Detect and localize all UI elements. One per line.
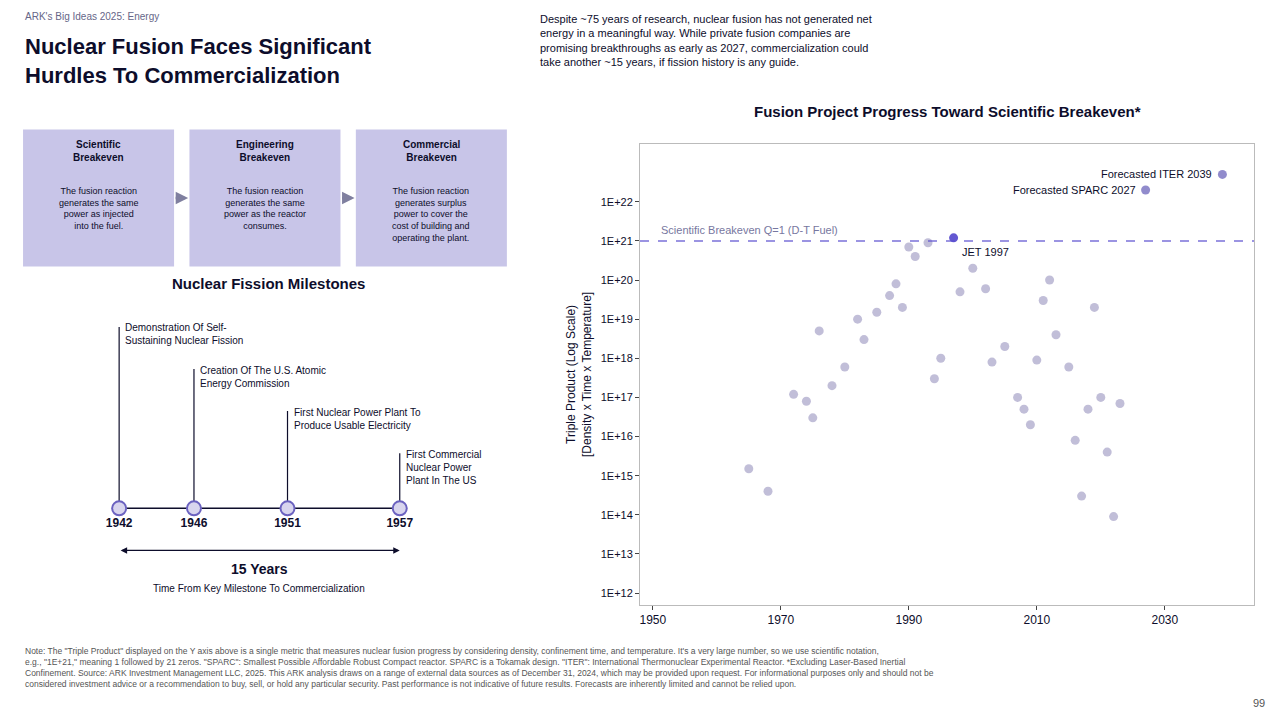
svg-text:Despite ~75 years of research,: Despite ~75 years of research, nuclear f… [540,13,872,68]
svg-text:1E+19: 1E+19 [601,313,633,325]
svg-text:1E+20: 1E+20 [601,274,633,286]
svg-text:1E+18: 1E+18 [601,352,633,364]
svg-text:CommercialBreakeven: CommercialBreakeven [403,139,460,163]
svg-text:Nuclear Fusion Faces Significa: Nuclear Fusion Faces SignificantHurdles … [25,34,372,88]
svg-text:1946: 1946 [181,516,208,530]
svg-text:1990: 1990 [895,613,922,627]
svg-text:1970: 1970 [767,613,794,627]
svg-text:15 Years: 15 Years [231,561,288,577]
svg-text:Time From Key Milestone To Com: Time From Key Milestone To Commercializa… [153,583,365,594]
svg-text:1E+14: 1E+14 [601,509,633,521]
svg-text:1E+21: 1E+21 [601,235,633,247]
svg-text:2030: 2030 [1151,613,1178,627]
svg-text:EngineeringBreakeven: EngineeringBreakeven [236,139,294,163]
svg-text:Triple Product (Log Scale)[Den: Triple Product (Log Scale)[Density x Tim… [564,292,594,457]
svg-text:Note: The "Triple Product" dis: Note: The "Triple Product" displayed on … [25,646,934,689]
svg-text:99: 99 [1253,697,1265,709]
svg-text:1E+17: 1E+17 [601,391,633,403]
svg-text:1E+13: 1E+13 [601,548,633,560]
svg-text:1E+22: 1E+22 [601,196,633,208]
svg-text:1951: 1951 [274,516,301,530]
svg-text:1E+15: 1E+15 [601,470,633,482]
svg-text:Nuclear Fission Milestones: Nuclear Fission Milestones [172,275,365,292]
svg-text:The fusion reactiongenerates s: The fusion reactiongenerates surpluspowe… [392,186,470,243]
svg-text:Scientific Breakeven Q=1 (D-T: Scientific Breakeven Q=1 (D-T Fuel) [661,224,838,236]
svg-text:Demonstration Of Self-Sustaini: Demonstration Of Self-Sustaining Nuclear… [125,322,243,346]
svg-text:First CommercialNuclear PowerP: First CommercialNuclear PowerPlant In Th… [406,449,482,486]
svg-text:1E+12: 1E+12 [601,587,633,599]
svg-text:1950: 1950 [639,613,666,627]
svg-text:The fusion reactiongenerates t: The fusion reactiongenerates the samepow… [59,186,139,231]
svg-text:1E+16: 1E+16 [601,430,633,442]
svg-text:ARK's Big Ideas 2025: Energy: ARK's Big Ideas 2025: Energy [25,11,159,22]
svg-text:1957: 1957 [386,516,413,530]
svg-text:Forecasted SPARC 2027: Forecasted SPARC 2027 [1013,184,1136,196]
svg-text:First Nuclear Power Plant ToPr: First Nuclear Power Plant ToProduce Usab… [294,407,421,431]
svg-text:Forecasted ITER 2039: Forecasted ITER 2039 [1101,168,1212,180]
svg-text:1942: 1942 [106,516,133,530]
svg-text:ScientificBreakeven: ScientificBreakeven [73,139,124,163]
svg-text:2010: 2010 [1023,613,1050,627]
svg-text:Fusion Project Progress Toward: Fusion Project Progress Toward Scientifi… [754,103,1141,120]
svg-text:Creation Of The U.S. AtomicEne: Creation Of The U.S. AtomicEnergy Commis… [200,365,326,389]
svg-text:The fusion reactiongenerates t: The fusion reactiongenerates the samepow… [224,186,306,231]
svg-text:JET 1997: JET 1997 [962,246,1009,258]
